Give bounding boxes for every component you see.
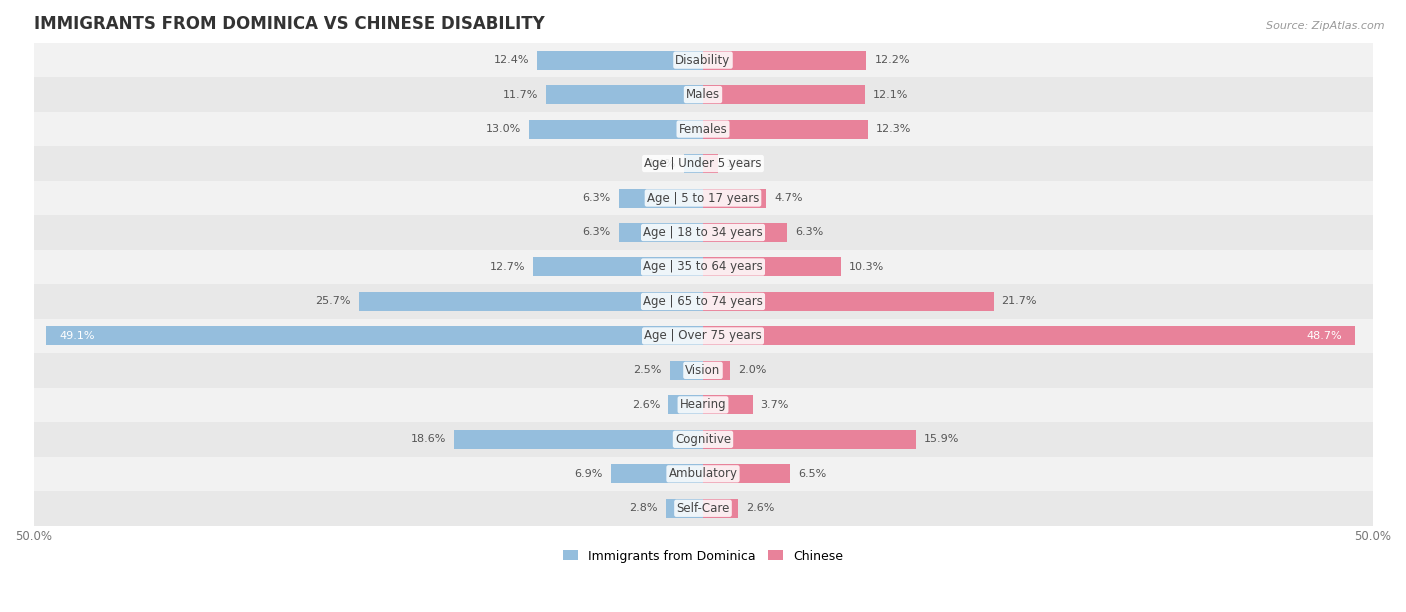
Bar: [34, 77, 1372, 112]
Bar: [34, 215, 1372, 250]
Text: 2.6%: 2.6%: [745, 503, 775, 513]
Bar: [669, 361, 703, 380]
Bar: [34, 457, 1372, 491]
Bar: [529, 119, 703, 138]
Bar: [45, 326, 703, 345]
Bar: [703, 258, 841, 277]
Text: Cognitive: Cognitive: [675, 433, 731, 446]
Text: Age | 18 to 34 years: Age | 18 to 34 years: [643, 226, 763, 239]
Text: 12.3%: 12.3%: [876, 124, 911, 134]
Text: 6.3%: 6.3%: [582, 228, 610, 237]
Text: 18.6%: 18.6%: [411, 435, 446, 444]
Text: Age | 65 to 74 years: Age | 65 to 74 years: [643, 295, 763, 308]
Bar: [703, 292, 994, 311]
Text: Age | 35 to 64 years: Age | 35 to 64 years: [643, 261, 763, 274]
Text: Self-Care: Self-Care: [676, 502, 730, 515]
Bar: [537, 51, 703, 70]
Bar: [34, 353, 1372, 387]
Bar: [34, 387, 1372, 422]
Bar: [703, 361, 730, 380]
Text: 6.9%: 6.9%: [574, 469, 603, 479]
Text: Age | 5 to 17 years: Age | 5 to 17 years: [647, 192, 759, 204]
Text: 49.1%: 49.1%: [59, 331, 94, 341]
Bar: [703, 499, 738, 518]
Text: 1.4%: 1.4%: [648, 159, 676, 168]
Bar: [34, 422, 1372, 457]
Text: 25.7%: 25.7%: [315, 296, 352, 307]
Text: 10.3%: 10.3%: [849, 262, 884, 272]
Text: 6.3%: 6.3%: [582, 193, 610, 203]
Text: 2.0%: 2.0%: [738, 365, 766, 375]
Bar: [703, 465, 790, 483]
Text: Age | Under 5 years: Age | Under 5 years: [644, 157, 762, 170]
Legend: Immigrants from Dominica, Chinese: Immigrants from Dominica, Chinese: [558, 545, 848, 567]
Bar: [34, 491, 1372, 526]
Bar: [34, 319, 1372, 353]
Text: 13.0%: 13.0%: [485, 124, 520, 134]
Bar: [610, 465, 703, 483]
Bar: [703, 326, 1355, 345]
Bar: [34, 181, 1372, 215]
Text: 4.7%: 4.7%: [773, 193, 803, 203]
Text: 3.7%: 3.7%: [761, 400, 789, 410]
Bar: [685, 154, 703, 173]
Text: Females: Females: [679, 122, 727, 136]
Bar: [34, 112, 1372, 146]
Bar: [533, 258, 703, 277]
Text: 1.1%: 1.1%: [725, 159, 754, 168]
Text: Ambulatory: Ambulatory: [668, 468, 738, 480]
Text: 48.7%: 48.7%: [1306, 331, 1341, 341]
Bar: [547, 85, 703, 104]
Text: Vision: Vision: [685, 364, 721, 377]
Bar: [703, 430, 915, 449]
Text: Disability: Disability: [675, 54, 731, 67]
Bar: [668, 395, 703, 414]
Bar: [703, 85, 865, 104]
Text: 21.7%: 21.7%: [1001, 296, 1038, 307]
Text: 12.2%: 12.2%: [875, 55, 910, 65]
Text: IMMIGRANTS FROM DOMINICA VS CHINESE DISABILITY: IMMIGRANTS FROM DOMINICA VS CHINESE DISA…: [34, 15, 544, 33]
Bar: [34, 146, 1372, 181]
Bar: [34, 43, 1372, 77]
Text: 2.8%: 2.8%: [628, 503, 658, 513]
Text: Hearing: Hearing: [679, 398, 727, 411]
Text: Source: ZipAtlas.com: Source: ZipAtlas.com: [1267, 21, 1385, 31]
Text: 2.6%: 2.6%: [631, 400, 661, 410]
Bar: [703, 154, 717, 173]
Text: 2.5%: 2.5%: [633, 365, 661, 375]
Bar: [619, 188, 703, 207]
Bar: [359, 292, 703, 311]
Bar: [703, 223, 787, 242]
Bar: [454, 430, 703, 449]
Text: 12.4%: 12.4%: [494, 55, 529, 65]
Text: 11.7%: 11.7%: [503, 89, 538, 100]
Text: 6.3%: 6.3%: [796, 228, 824, 237]
Text: 12.7%: 12.7%: [489, 262, 524, 272]
Bar: [703, 51, 866, 70]
Text: 15.9%: 15.9%: [924, 435, 959, 444]
Bar: [665, 499, 703, 518]
Bar: [703, 119, 868, 138]
Text: Males: Males: [686, 88, 720, 101]
Bar: [34, 250, 1372, 284]
Bar: [703, 395, 752, 414]
Text: 6.5%: 6.5%: [799, 469, 827, 479]
Text: Age | Over 75 years: Age | Over 75 years: [644, 329, 762, 343]
Bar: [34, 284, 1372, 319]
Bar: [619, 223, 703, 242]
Text: 12.1%: 12.1%: [873, 89, 908, 100]
Bar: [703, 188, 766, 207]
